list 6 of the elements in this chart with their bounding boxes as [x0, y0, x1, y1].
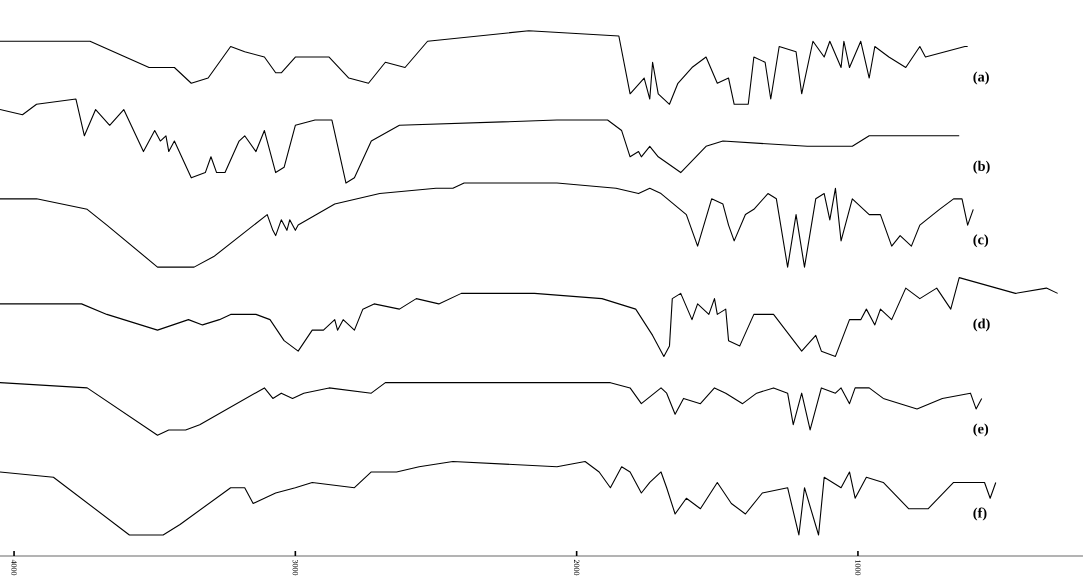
series-label: (f) — [973, 507, 987, 521]
text: (b) — [973, 160, 990, 174]
series-label: (d) — [973, 318, 990, 332]
series-label: (e) — [973, 423, 989, 437]
series-label: (a) — [973, 71, 989, 85]
series-label: (c) — [973, 234, 989, 248]
